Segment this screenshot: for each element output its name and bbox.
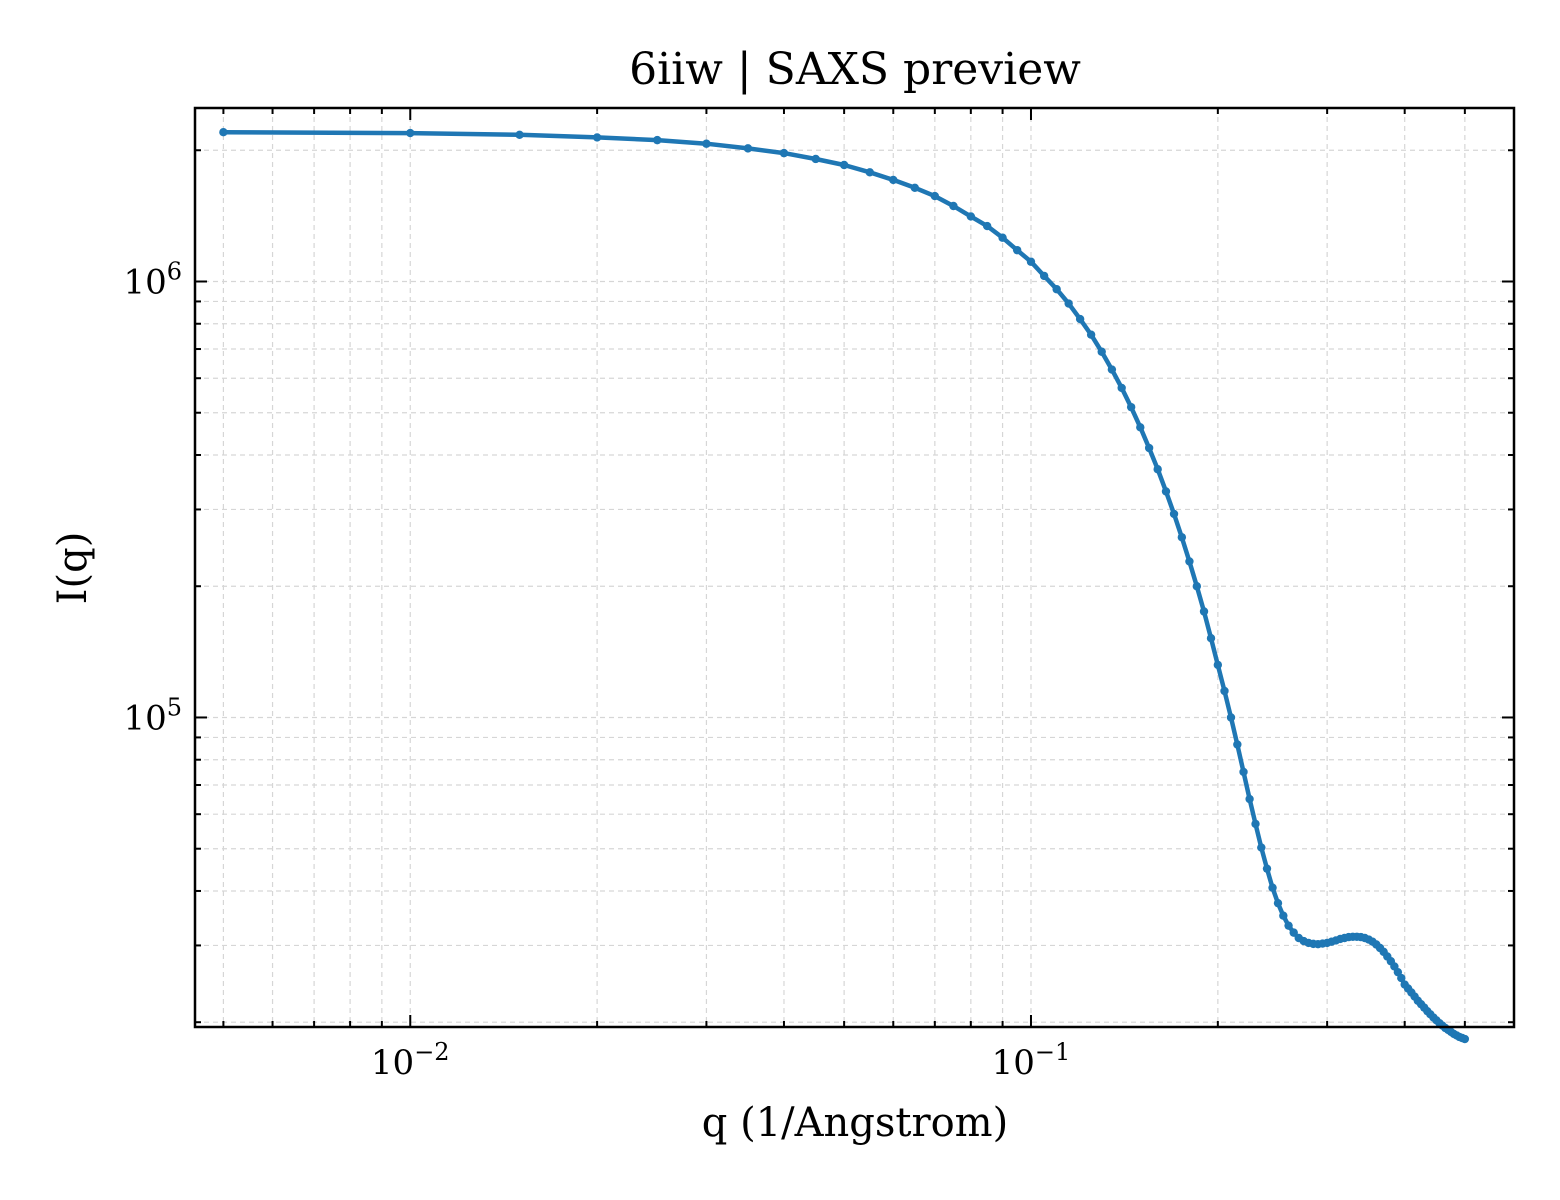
data-point (1273, 898, 1283, 908)
data-point (865, 168, 875, 177)
data-point (592, 133, 602, 142)
data-point (1107, 365, 1117, 374)
data-point (1245, 794, 1254, 804)
data-point (1153, 465, 1162, 474)
data-point (779, 148, 789, 158)
data-point (1026, 257, 1036, 266)
data-point (653, 135, 662, 145)
data-point (743, 144, 753, 153)
data-point (1117, 383, 1126, 393)
series-layer (219, 128, 1470, 1044)
data-point (949, 201, 958, 211)
data-point (910, 183, 920, 193)
chart-title: 6iiw | SAXS preview (629, 44, 1081, 95)
data-point (982, 221, 992, 231)
data-point (998, 233, 1007, 242)
data-point (1177, 533, 1187, 542)
data-point (1289, 928, 1298, 937)
data-point (1460, 1034, 1470, 1044)
y-tick-label: 106 (123, 257, 182, 302)
data-point (1136, 423, 1145, 432)
data-point (1226, 713, 1236, 722)
grid-lines (195, 108, 1514, 1027)
data-point (1257, 843, 1266, 852)
data-point (1086, 330, 1096, 339)
data-point (1169, 509, 1179, 519)
data-point (1126, 402, 1136, 412)
data-point (1279, 911, 1288, 920)
data-point (839, 160, 849, 170)
data-point (1052, 285, 1061, 294)
data-point (1192, 582, 1202, 591)
data-point (1039, 271, 1049, 281)
data-point (1220, 686, 1229, 696)
y-tick-label: 105 (123, 693, 182, 738)
data-point (515, 130, 524, 140)
data-point (1251, 819, 1260, 829)
data-point (1064, 299, 1073, 308)
x-tick-label: 10−2 (371, 1038, 450, 1083)
data-point (1161, 487, 1171, 496)
data-point (1185, 557, 1194, 566)
data-point (1284, 921, 1293, 930)
data-point (702, 139, 711, 148)
x-tick-label: 10−1 (992, 1038, 1071, 1083)
data-point (1239, 767, 1248, 777)
x-axis-label: q (1/Angstrom) (702, 1100, 1008, 1146)
data-point (1075, 314, 1085, 324)
data-point (966, 212, 976, 221)
data-point (1268, 883, 1277, 892)
axis-ticks: 10−2 10−1 105 106 (123, 108, 1514, 1083)
data-point (1233, 740, 1242, 749)
data-point (1262, 864, 1272, 873)
data-point (1213, 660, 1223, 670)
data-point (811, 154, 820, 164)
data-point (1012, 245, 1022, 255)
data-point (219, 128, 228, 137)
plot-frame (193, 106, 1516, 1029)
data-point (1097, 347, 1106, 356)
data-point (1397, 973, 1406, 983)
data-point (889, 175, 898, 185)
y-axis-label: I(q) (50, 532, 96, 605)
data-point (1206, 633, 1216, 643)
data-point (930, 191, 940, 201)
data-point (406, 128, 415, 138)
data-point (1144, 443, 1154, 453)
data-point (1199, 607, 1209, 616)
